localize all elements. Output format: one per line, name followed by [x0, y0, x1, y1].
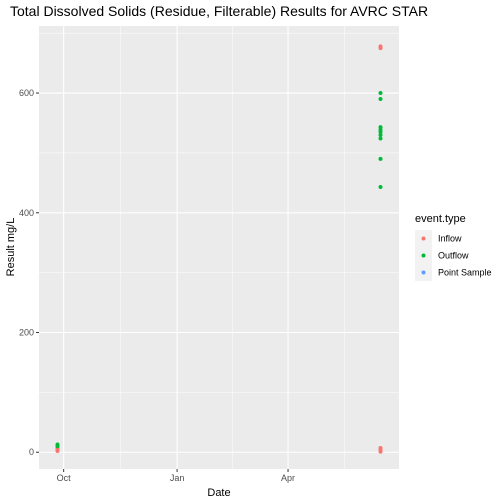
- legend-label: Outflow: [438, 251, 469, 261]
- data-point: [378, 44, 383, 49]
- data-point: [378, 129, 383, 134]
- x-axis: Oct Jan Apr: [57, 469, 295, 483]
- data-point: [378, 91, 383, 96]
- legend-key: [421, 253, 426, 258]
- data-point: [55, 442, 60, 447]
- grid-lines: [39, 26, 399, 469]
- x-tick-label: Oct: [57, 473, 72, 483]
- legend-label: Inflow: [438, 234, 462, 244]
- y-tick-label: 600: [19, 88, 34, 98]
- data-point: [378, 446, 383, 451]
- data-point: [378, 132, 383, 137]
- legend-title: event.type: [415, 213, 466, 225]
- y-tick-label: 0: [29, 447, 34, 457]
- y-axis-title: Result mg/L: [5, 218, 17, 277]
- data-point: [378, 136, 383, 141]
- y-tick-label: 200: [19, 328, 34, 338]
- legend-key: [421, 270, 426, 275]
- x-tick-label: Jan: [170, 473, 185, 483]
- legend-label: Point Sample: [438, 268, 492, 278]
- y-axis: 0 200 400 600: [19, 88, 39, 457]
- chart-title: Total Dissolved Solids (Residue, Filtera…: [10, 3, 428, 19]
- data-point: [378, 156, 383, 161]
- legend-key: [421, 236, 426, 241]
- legend-entries: Inflow Outflow Point Sample: [415, 230, 492, 281]
- plot-panel: [39, 26, 399, 469]
- data-points: [55, 44, 383, 454]
- y-tick-label: 400: [19, 208, 34, 218]
- data-point: [378, 97, 383, 102]
- legend: event.type Inflow Outflow Point Sample: [415, 213, 492, 281]
- x-tick-label: Apr: [281, 473, 295, 483]
- data-point: [378, 185, 383, 190]
- x-axis-title: Date: [207, 487, 230, 499]
